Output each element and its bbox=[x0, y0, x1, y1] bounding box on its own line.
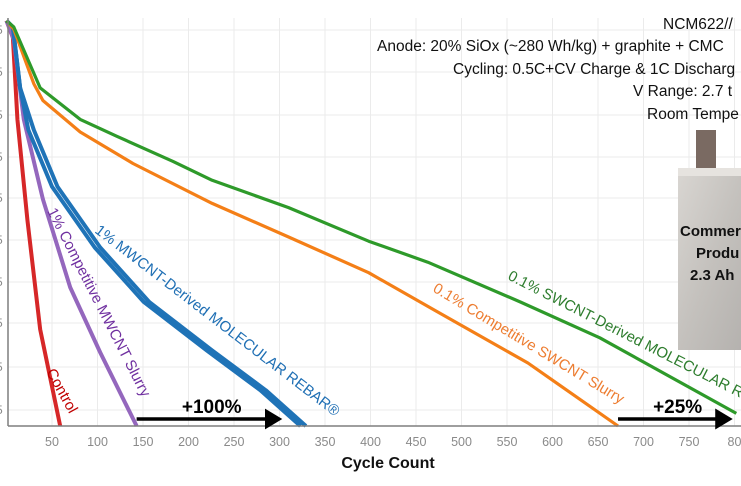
series-line-0-1-swcnt-derived-molecular-r bbox=[5, 19, 738, 415]
y-tick-label: 5 bbox=[0, 316, 3, 330]
info-line-cycling: Cycling: 0.5C+CV Charge & 1C Discharg bbox=[453, 61, 736, 78]
annotations: +100% +25% bbox=[136, 397, 733, 430]
cell-tab bbox=[696, 130, 716, 170]
x-tick-label: 300 bbox=[269, 435, 290, 449]
x-tick-label: 750 bbox=[679, 435, 700, 449]
annotation-label-100: +100% bbox=[182, 397, 242, 418]
x-tick-label: 550 bbox=[497, 435, 518, 449]
x-tick-label: 80 bbox=[728, 435, 741, 449]
y-tick-label: 5 bbox=[0, 360, 3, 374]
x-tick-label: 100 bbox=[87, 435, 108, 449]
x-tick-label: 600 bbox=[542, 435, 563, 449]
info-line-anode: Anode: 20% SiOx (~280 Wh/kg) + graphite … bbox=[377, 38, 724, 55]
cell-photo-text-3: 2.3 Ah bbox=[690, 267, 735, 284]
x-tick-label: 350 bbox=[315, 435, 336, 449]
label-control: Control bbox=[43, 366, 81, 417]
annotation-label-25: +25% bbox=[653, 397, 702, 418]
cell-photo-text-2: Produ bbox=[696, 245, 740, 262]
y-tick-label: 5 bbox=[0, 275, 3, 289]
axes bbox=[7, 18, 741, 427]
x-tick-labels: 50 100 150 200 250 300 350 400 450 500 550 600 650 70… bbox=[45, 435, 741, 449]
y-tick-label: 5 bbox=[0, 191, 3, 205]
x-axis-label: Cycle Count bbox=[341, 455, 435, 472]
cell-pouch bbox=[678, 168, 741, 350]
x-tick-label: 50 bbox=[45, 435, 59, 449]
info-line-cathode: NCM622// bbox=[663, 16, 733, 33]
x-tick-label: 500 bbox=[451, 435, 472, 449]
x-tick-label: 650 bbox=[588, 435, 609, 449]
label-mwcnt-rebar: 1% MWCNT-Derived MOLECULAR REBAR® bbox=[92, 222, 343, 420]
y-tick-label: 5 bbox=[0, 108, 3, 122]
cell-photo-text-1: Commer bbox=[680, 223, 741, 240]
series-lines bbox=[4, 19, 738, 428]
info-line-voltage: V Range: 2.7 t bbox=[633, 83, 733, 100]
series-line-0-1-competitive-swcnt-slurry bbox=[5, 19, 619, 428]
y-tick-label: 5 bbox=[0, 150, 3, 164]
series-labels: Control 1% Competitive MWCNT Slurry 1% M… bbox=[43, 205, 741, 420]
info-line-temperature: Room Tempe bbox=[647, 106, 739, 123]
y-tick-label: 5 bbox=[0, 65, 3, 79]
y-tick-label: 5 bbox=[0, 403, 3, 417]
y-tick-label: 5 bbox=[0, 23, 3, 37]
gridlines bbox=[8, 18, 741, 426]
x-tick-label: 250 bbox=[224, 435, 245, 449]
x-tick-label: 150 bbox=[133, 435, 154, 449]
cell-photo bbox=[678, 130, 741, 350]
x-tick-label: 200 bbox=[178, 435, 199, 449]
series-line-1-mwcnt-derived-molecular-rebar bbox=[5, 19, 308, 428]
x-tick-label: 400 bbox=[360, 435, 381, 449]
y-tick-label: 5 bbox=[0, 233, 3, 247]
x-tick-label: 700 bbox=[633, 435, 654, 449]
x-tick-label: 450 bbox=[406, 435, 427, 449]
